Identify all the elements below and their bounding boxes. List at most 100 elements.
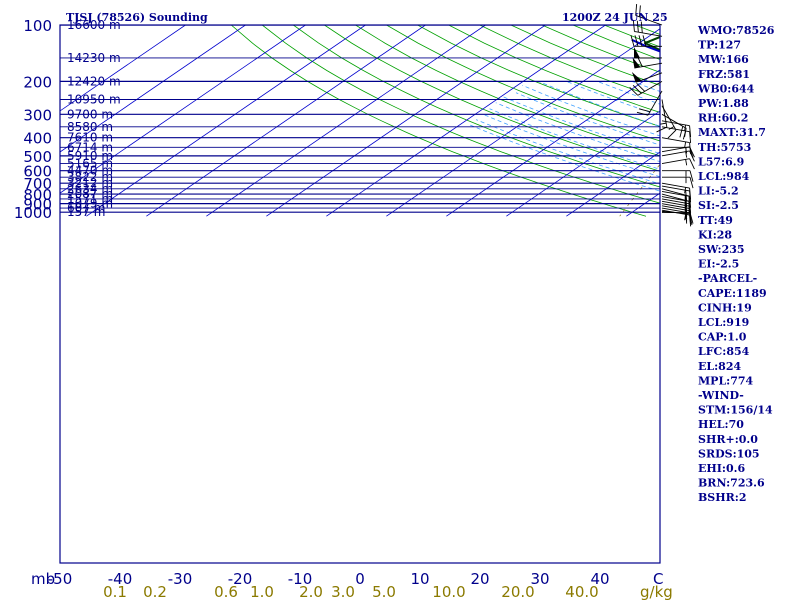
barb-flag [682, 128, 687, 140]
index-entry: LCL:919 [698, 316, 749, 329]
temperature-tick-label: 20 [470, 570, 489, 588]
temperature-tick-label: -40 [108, 570, 133, 588]
index-entry: TH:5753 [698, 141, 751, 154]
wind-barb [661, 105, 677, 139]
height-label: 5910 m [67, 149, 113, 163]
height-label: 5165 m [67, 157, 113, 171]
height-label: 4470 m [67, 164, 113, 178]
pressure-tick-label: 800 [23, 186, 52, 204]
dry-adiabat [791, 25, 800, 216]
height-label: 3212 m [67, 176, 113, 190]
wind-barbs [629, 4, 695, 227]
wind-barb [662, 176, 694, 189]
barb-staff [661, 137, 690, 144]
index-entry: LFC:854 [698, 345, 750, 358]
height-label: 607 m [67, 201, 105, 215]
temperature-unit-label: C [653, 570, 663, 588]
barb-flag [629, 87, 639, 96]
isotherm [86, 25, 366, 217]
dry-adiabat [230, 25, 647, 217]
barb-staff [661, 158, 690, 165]
mixing-ratio-unit-label: g/kg [640, 583, 673, 600]
index-entry: MPL:774 [698, 374, 754, 387]
barb-flag [685, 190, 688, 202]
index-entry: CAP:1.0 [698, 331, 747, 344]
barb-flag [689, 188, 692, 200]
moist-adiabat [489, 108, 660, 170]
height-label: 7610 m [67, 131, 113, 145]
barb-staff [661, 193, 690, 202]
index-entry: WB0:644 [697, 82, 755, 95]
barb-flag [635, 4, 638, 16]
wind-barb [661, 137, 692, 154]
isotherm [446, 69, 660, 217]
barb-staff [661, 120, 690, 127]
dry-adiabat [324, 25, 660, 172]
index-entry: SI:-2.5 [698, 199, 739, 212]
barb-flag [634, 35, 639, 47]
barb-flag [685, 195, 688, 208]
mixing-ratio-tick-label: 0.6 [214, 583, 238, 600]
wind-barb [661, 210, 693, 226]
height-label: 14230 m [67, 51, 121, 65]
chart-title: TJSJ (78526) Sounding [66, 11, 208, 24]
wind-barb [662, 170, 694, 182]
wind-barb [631, 72, 663, 83]
barb-flag [632, 85, 642, 94]
dry-adiabat [293, 25, 660, 188]
barb-flag [689, 158, 695, 170]
mixing-ratio-tick-label: 10.0 [432, 583, 465, 600]
barb-staff [661, 99, 668, 128]
mixing-ratio-tick-label: 1.0 [250, 583, 274, 600]
barb-staff [661, 182, 690, 189]
temperature-tick-label: 40 [590, 570, 609, 588]
barb-staff [635, 72, 663, 83]
barb-half-flag [660, 122, 667, 125]
temperature-tick-label: 10 [410, 570, 429, 588]
wind-barb [634, 46, 662, 59]
pressure-unit-label: mb [31, 570, 55, 588]
index-entry: RH:60.2 [698, 112, 748, 125]
wind-barb [630, 35, 662, 47]
isotherm [386, 28, 660, 217]
index-entry: EI:-2.5 [698, 258, 739, 271]
barb-flag [638, 108, 651, 113]
valid-time: 1200Z 24 JUN 25 [562, 11, 668, 24]
barb-flag [679, 126, 684, 138]
plot-frame [59, 24, 661, 564]
isotherm [746, 25, 800, 216]
barb-staff [661, 188, 690, 197]
barb-staff [634, 62, 663, 69]
dry-adiabat [261, 25, 660, 204]
index-entry: BRN:723.6 [698, 477, 765, 490]
temperature-tick-label: -20 [228, 570, 253, 588]
pressure-tick-label: 300 [23, 106, 52, 124]
barb-flag [667, 129, 677, 139]
index-entry: TT:49 [698, 214, 733, 227]
height-label: 1079 m [67, 197, 113, 211]
height-label: 12420 m [67, 74, 121, 88]
pressure-tick-label: 400 [23, 130, 52, 148]
index-entry: KI:28 [698, 228, 732, 241]
chart-grid [60, 25, 800, 217]
barb-flag [685, 200, 688, 213]
mixing-ratio-tick-label: 5.0 [372, 583, 396, 600]
pressure-tick-label: 900 [23, 196, 52, 214]
barb-staff [661, 207, 690, 214]
height-label: 3822 m [67, 170, 113, 184]
index-entry: EHI:0.6 [698, 462, 745, 475]
moist-adiabat [501, 95, 660, 154]
barb-half-flag [684, 214, 687, 221]
isotherm [326, 25, 606, 217]
temperature-tick-label: 0 [355, 570, 365, 588]
dry-adiabat [355, 25, 660, 157]
wind-barb [632, 56, 663, 69]
barb-flag [689, 201, 692, 213]
barb-flag [636, 20, 639, 33]
barb-flag [689, 196, 692, 208]
barb-pennant [632, 57, 641, 69]
barb-staff [635, 15, 663, 26]
barb-flag [640, 21, 643, 33]
